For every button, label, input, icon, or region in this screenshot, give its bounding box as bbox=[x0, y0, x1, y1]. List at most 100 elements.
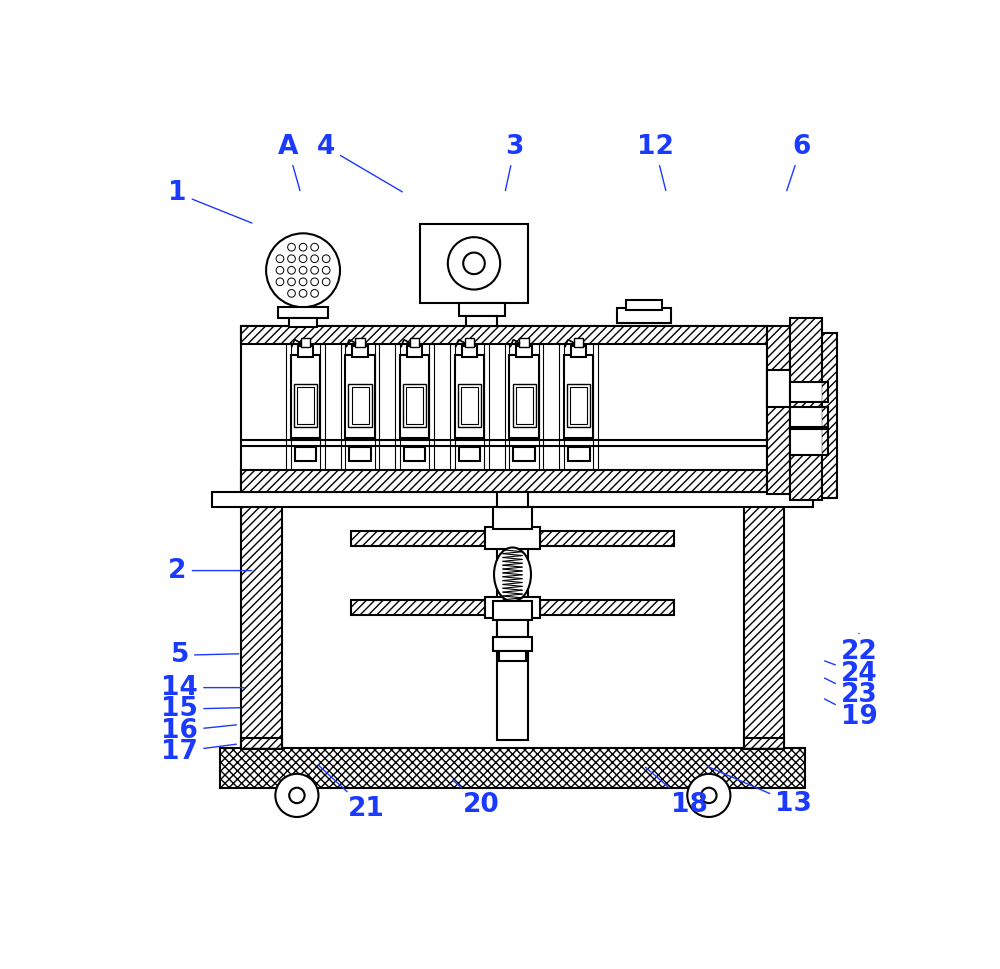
Bar bbox=[220, 748, 805, 788]
Bar bbox=[351, 600, 485, 615]
Circle shape bbox=[311, 243, 318, 251]
Bar bbox=[519, 344, 529, 355]
Bar bbox=[626, 299, 662, 309]
Circle shape bbox=[289, 788, 305, 803]
Circle shape bbox=[276, 255, 284, 263]
Text: 13: 13 bbox=[708, 766, 812, 817]
Bar bbox=[513, 448, 535, 461]
Bar bbox=[822, 333, 837, 498]
Bar bbox=[744, 501, 784, 748]
Bar bbox=[351, 531, 485, 546]
Bar bbox=[345, 355, 375, 438]
Bar bbox=[291, 355, 320, 438]
Bar bbox=[822, 333, 837, 498]
Bar bbox=[241, 738, 282, 749]
Bar bbox=[348, 385, 372, 426]
Text: 2: 2 bbox=[168, 557, 252, 583]
Bar bbox=[301, 338, 310, 347]
Bar bbox=[241, 471, 767, 492]
Bar bbox=[294, 385, 317, 426]
Bar bbox=[767, 326, 790, 493]
Bar bbox=[241, 501, 282, 748]
Circle shape bbox=[311, 278, 318, 286]
Circle shape bbox=[275, 774, 318, 817]
Bar bbox=[573, 344, 584, 355]
Bar bbox=[404, 448, 425, 461]
Text: 24: 24 bbox=[825, 661, 877, 687]
Bar bbox=[351, 531, 485, 546]
Bar bbox=[462, 346, 477, 357]
Circle shape bbox=[266, 234, 340, 307]
Bar bbox=[540, 600, 674, 615]
Bar bbox=[400, 355, 429, 438]
Bar bbox=[516, 346, 532, 357]
Bar bbox=[485, 597, 540, 618]
Bar bbox=[241, 326, 767, 493]
Text: 6: 6 bbox=[787, 134, 810, 191]
Bar bbox=[464, 344, 475, 355]
Bar bbox=[505, 344, 509, 472]
Bar bbox=[300, 344, 311, 355]
Bar bbox=[285, 785, 308, 794]
Bar bbox=[564, 355, 593, 438]
Bar bbox=[241, 501, 282, 748]
Bar bbox=[450, 344, 455, 472]
Bar bbox=[278, 307, 328, 318]
Bar bbox=[352, 388, 369, 423]
Bar bbox=[540, 600, 674, 615]
Circle shape bbox=[299, 266, 307, 274]
Bar bbox=[455, 355, 484, 438]
Circle shape bbox=[288, 266, 295, 274]
Ellipse shape bbox=[494, 547, 531, 602]
Bar bbox=[485, 527, 540, 549]
Bar bbox=[499, 650, 526, 662]
Bar bbox=[497, 508, 528, 740]
Bar bbox=[744, 738, 784, 749]
Bar bbox=[407, 346, 422, 357]
Circle shape bbox=[299, 243, 307, 251]
Text: 5: 5 bbox=[171, 642, 239, 669]
Bar bbox=[297, 388, 314, 423]
Bar bbox=[461, 388, 478, 423]
Circle shape bbox=[276, 266, 284, 274]
Bar bbox=[409, 344, 420, 355]
Bar bbox=[241, 326, 767, 344]
Bar bbox=[243, 344, 765, 472]
Text: 15: 15 bbox=[161, 696, 240, 722]
Text: 17: 17 bbox=[161, 738, 236, 765]
Circle shape bbox=[311, 290, 318, 297]
Text: 23: 23 bbox=[825, 678, 877, 708]
Bar bbox=[466, 316, 497, 327]
Bar bbox=[484, 344, 489, 472]
Bar bbox=[540, 531, 674, 546]
Circle shape bbox=[448, 237, 500, 290]
Bar bbox=[459, 303, 505, 316]
Circle shape bbox=[322, 266, 330, 274]
Circle shape bbox=[311, 255, 318, 263]
Bar bbox=[286, 344, 291, 472]
Text: 14: 14 bbox=[161, 674, 244, 701]
Bar bbox=[406, 388, 423, 423]
Circle shape bbox=[701, 788, 717, 803]
Text: 16: 16 bbox=[161, 718, 236, 744]
Circle shape bbox=[463, 253, 485, 274]
Bar bbox=[403, 385, 426, 426]
Bar bbox=[355, 344, 365, 355]
Bar bbox=[617, 308, 671, 324]
Bar bbox=[375, 344, 379, 472]
Circle shape bbox=[322, 278, 330, 286]
Circle shape bbox=[311, 266, 318, 274]
Circle shape bbox=[288, 290, 295, 297]
Text: 1: 1 bbox=[168, 180, 252, 223]
Text: 4: 4 bbox=[317, 134, 402, 192]
Bar bbox=[320, 344, 325, 472]
Bar bbox=[570, 388, 587, 423]
Bar bbox=[497, 620, 528, 637]
Bar bbox=[540, 531, 674, 546]
Text: 20: 20 bbox=[453, 780, 500, 819]
Bar bbox=[355, 338, 365, 347]
Text: 3: 3 bbox=[505, 134, 524, 191]
Bar bbox=[241, 471, 767, 492]
Text: 12: 12 bbox=[637, 134, 673, 191]
Bar bbox=[512, 385, 536, 426]
